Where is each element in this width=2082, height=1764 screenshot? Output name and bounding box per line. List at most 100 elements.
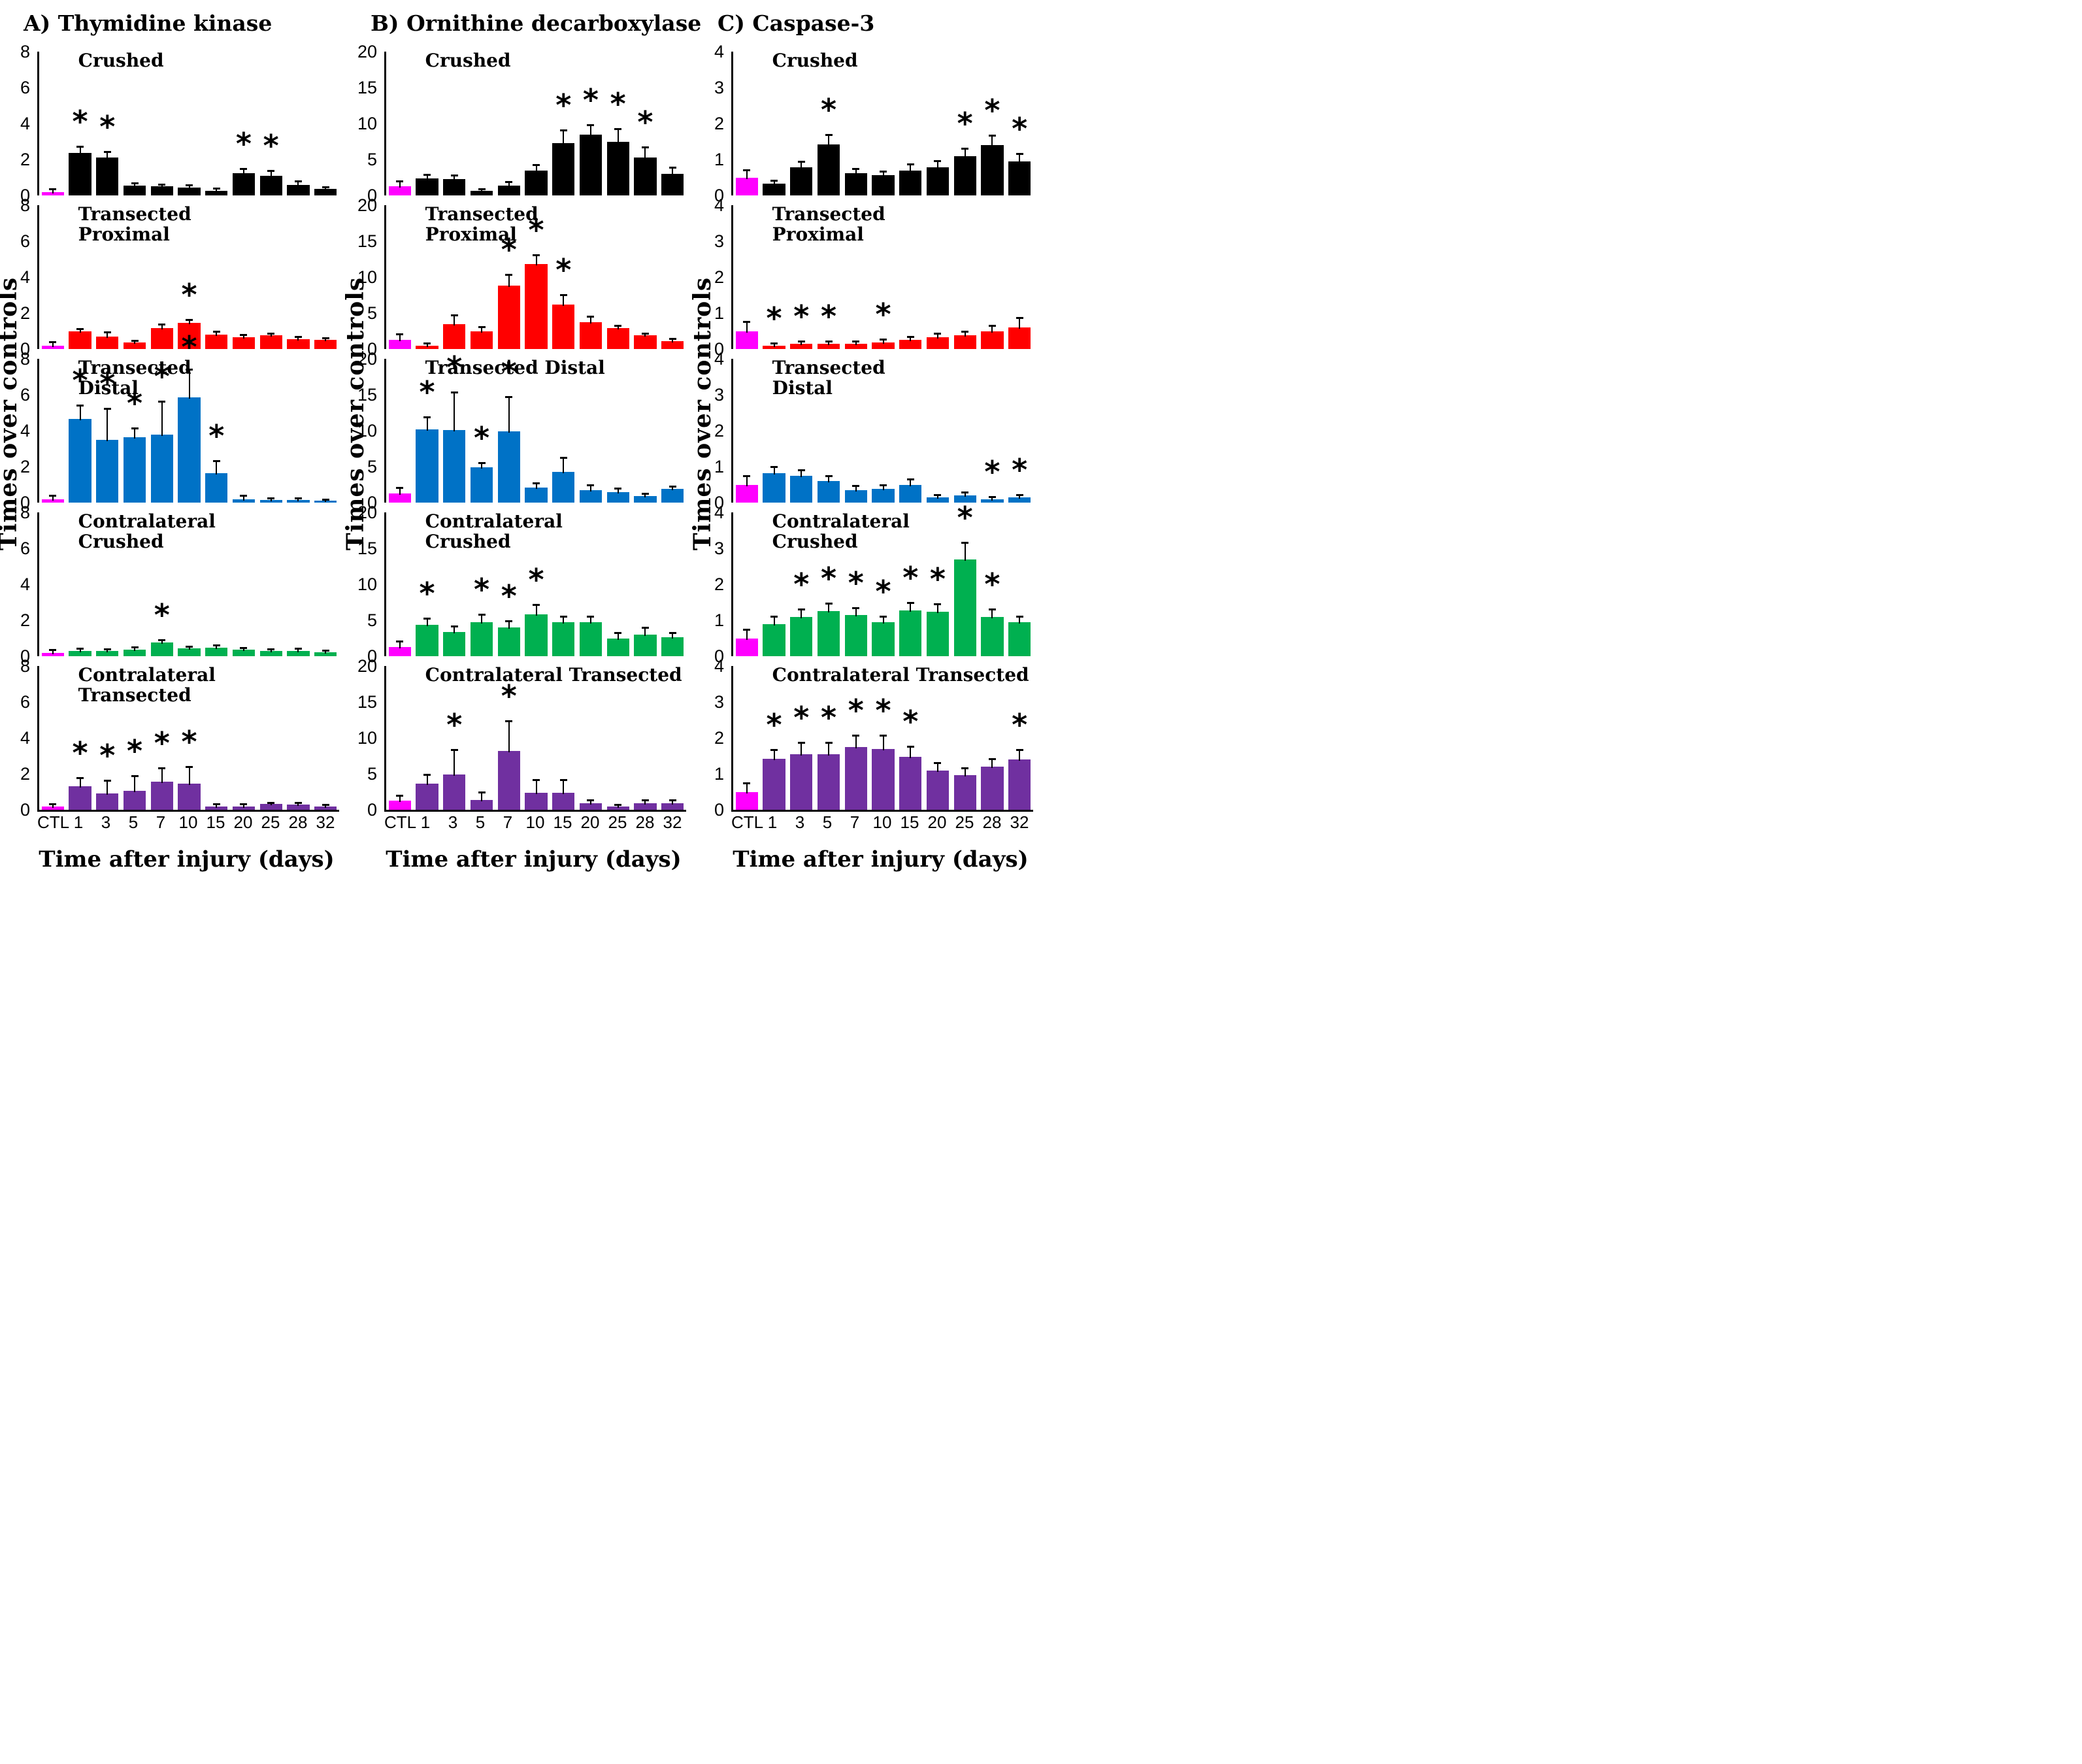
bar-15	[899, 610, 922, 656]
error-bar-cap	[961, 491, 969, 494]
error-bar	[161, 402, 163, 436]
error-bar	[216, 461, 218, 474]
plot-area: Crushed * * * *	[384, 50, 686, 195]
error-bar	[672, 633, 674, 639]
significance-asterisk: *	[154, 597, 170, 633]
error-bar	[882, 616, 884, 624]
error-bar	[801, 743, 802, 756]
error-bar	[508, 622, 510, 629]
bar-3	[443, 631, 466, 656]
error-bar	[1019, 154, 1021, 163]
plot-area: Transected Distal * * * * * *	[37, 332, 339, 503]
x-tick-label: CTL	[731, 812, 764, 832]
y-tick-label: 4	[714, 195, 724, 215]
y-tick-label: 0	[20, 646, 30, 666]
y-tick-label: 4	[714, 503, 724, 522]
error-bar-cap	[906, 163, 914, 166]
panel-title-line: Proximal	[78, 224, 170, 246]
y-tick-label: 0	[367, 186, 377, 205]
bar-5	[470, 467, 493, 503]
error-bar	[134, 429, 136, 439]
bar-28	[287, 650, 310, 656]
y-tick-label: 0	[714, 646, 724, 666]
bar-5	[123, 185, 146, 195]
significance-asterisk: *	[446, 349, 463, 385]
bar-10	[872, 622, 895, 656]
significance-asterisk: *	[235, 126, 252, 162]
error-bar	[855, 736, 857, 748]
y-tick-label: 1	[714, 303, 724, 323]
error-bar	[964, 768, 966, 776]
bar-1	[69, 331, 91, 349]
plot-area: Transected Distal * *	[731, 357, 1033, 503]
bar-32	[314, 652, 337, 656]
error-bar	[746, 170, 748, 179]
error-bar	[535, 605, 537, 616]
panel-title-line: Contralateral	[772, 510, 910, 532]
bar-CTL	[735, 484, 758, 503]
significance-asterisk: *	[984, 93, 1000, 129]
bar-28	[981, 616, 1004, 656]
x-tick-label: 7	[156, 812, 166, 832]
bar-10	[178, 323, 201, 349]
error-bar	[882, 486, 884, 491]
panel-title-line: Transected	[772, 357, 885, 378]
significance-asterisk: *	[181, 277, 197, 312]
x-tick-label: 5	[822, 812, 833, 832]
error-bar-cap	[158, 767, 166, 769]
chart-panel-crushed: 4 3 2 1 0 Crushed * * * *	[694, 42, 1041, 205]
error-bar	[1019, 616, 1021, 624]
significance-asterisk: *	[766, 707, 782, 743]
error-bar-cap	[505, 396, 513, 399]
error-bar	[644, 333, 646, 337]
error-bar-cap	[988, 325, 996, 327]
error-bar-cap	[743, 169, 751, 171]
bar-32	[314, 806, 337, 810]
bar-28	[634, 635, 657, 656]
error-bar	[188, 185, 190, 189]
y-tick-label: 2	[20, 303, 30, 323]
error-bar	[910, 603, 912, 612]
error-bar	[882, 736, 884, 750]
bar-5	[470, 622, 493, 656]
error-bar	[216, 331, 218, 336]
error-bar	[107, 781, 108, 795]
error-bar-cap	[1016, 152, 1023, 155]
error-bar-cap	[212, 644, 220, 647]
bar-1	[69, 786, 91, 810]
bar-10	[178, 648, 201, 656]
error-bar	[426, 175, 428, 180]
significance-asterisk: *	[875, 573, 891, 609]
error-bar-cap	[988, 495, 996, 498]
error-bar-cap	[212, 459, 220, 462]
error-bar-cap	[423, 617, 431, 620]
y-tick-label: 1	[714, 764, 724, 784]
error-bar-cap	[76, 327, 84, 330]
error-bar-cap	[505, 720, 513, 722]
error-bar	[242, 804, 244, 808]
bar-28	[634, 496, 657, 503]
y-tick-label: 4	[714, 42, 724, 61]
error-bar	[426, 618, 428, 626]
error-bar-cap	[186, 368, 193, 371]
error-bar	[535, 256, 537, 266]
y-tick-label: 2	[20, 150, 30, 169]
error-bar-cap	[880, 339, 887, 341]
y-tick-label: 15	[357, 78, 377, 97]
y-tick-label: 0	[20, 339, 30, 359]
panels-stack-c: 4 3 2 1 0 Crushed * * * * 4 3 2 1 0 Transected Proximal *…	[694, 42, 1041, 833]
bar-25	[953, 335, 976, 349]
bar-25	[953, 559, 976, 656]
y-tick-label: 0	[367, 800, 377, 820]
error-bar	[855, 608, 857, 616]
error-bar-cap	[76, 776, 84, 779]
bar-3	[443, 178, 466, 195]
significance-asterisk: *	[208, 418, 225, 454]
error-bar	[270, 498, 272, 501]
y-tick-label: 0	[367, 493, 377, 512]
error-bar	[426, 344, 428, 347]
error-bar-cap	[186, 645, 193, 648]
y-tick-label: 15	[357, 385, 377, 405]
error-bar	[991, 759, 993, 768]
error-bar-cap	[267, 497, 275, 499]
